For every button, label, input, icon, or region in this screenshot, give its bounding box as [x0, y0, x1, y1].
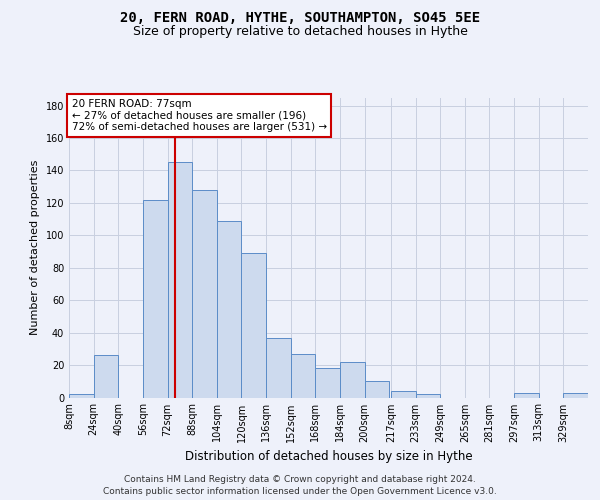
X-axis label: Distribution of detached houses by size in Hythe: Distribution of detached houses by size …: [185, 450, 472, 463]
Bar: [241, 253, 266, 398]
Bar: [291, 354, 316, 398]
Bar: [94, 356, 118, 398]
Bar: [143, 200, 167, 398]
Bar: [316, 368, 340, 398]
Bar: [563, 392, 588, 398]
Bar: [167, 162, 192, 398]
Text: 20 FERN ROAD: 77sqm
← 27% of detached houses are smaller (196)
72% of semi-detac: 20 FERN ROAD: 77sqm ← 27% of detached ho…: [71, 99, 327, 132]
Y-axis label: Number of detached properties: Number of detached properties: [30, 160, 40, 335]
Text: Contains HM Land Registry data © Crown copyright and database right 2024.
Contai: Contains HM Land Registry data © Crown c…: [103, 474, 497, 496]
Text: Size of property relative to detached houses in Hythe: Size of property relative to detached ho…: [133, 25, 467, 38]
Bar: [365, 382, 389, 398]
Bar: [192, 190, 217, 398]
Bar: [391, 391, 416, 398]
Bar: [217, 220, 241, 398]
Bar: [69, 394, 94, 398]
Bar: [416, 394, 440, 398]
Bar: [266, 338, 291, 398]
Bar: [340, 362, 365, 398]
Bar: [514, 392, 539, 398]
Text: 20, FERN ROAD, HYTHE, SOUTHAMPTON, SO45 5EE: 20, FERN ROAD, HYTHE, SOUTHAMPTON, SO45 …: [120, 11, 480, 25]
